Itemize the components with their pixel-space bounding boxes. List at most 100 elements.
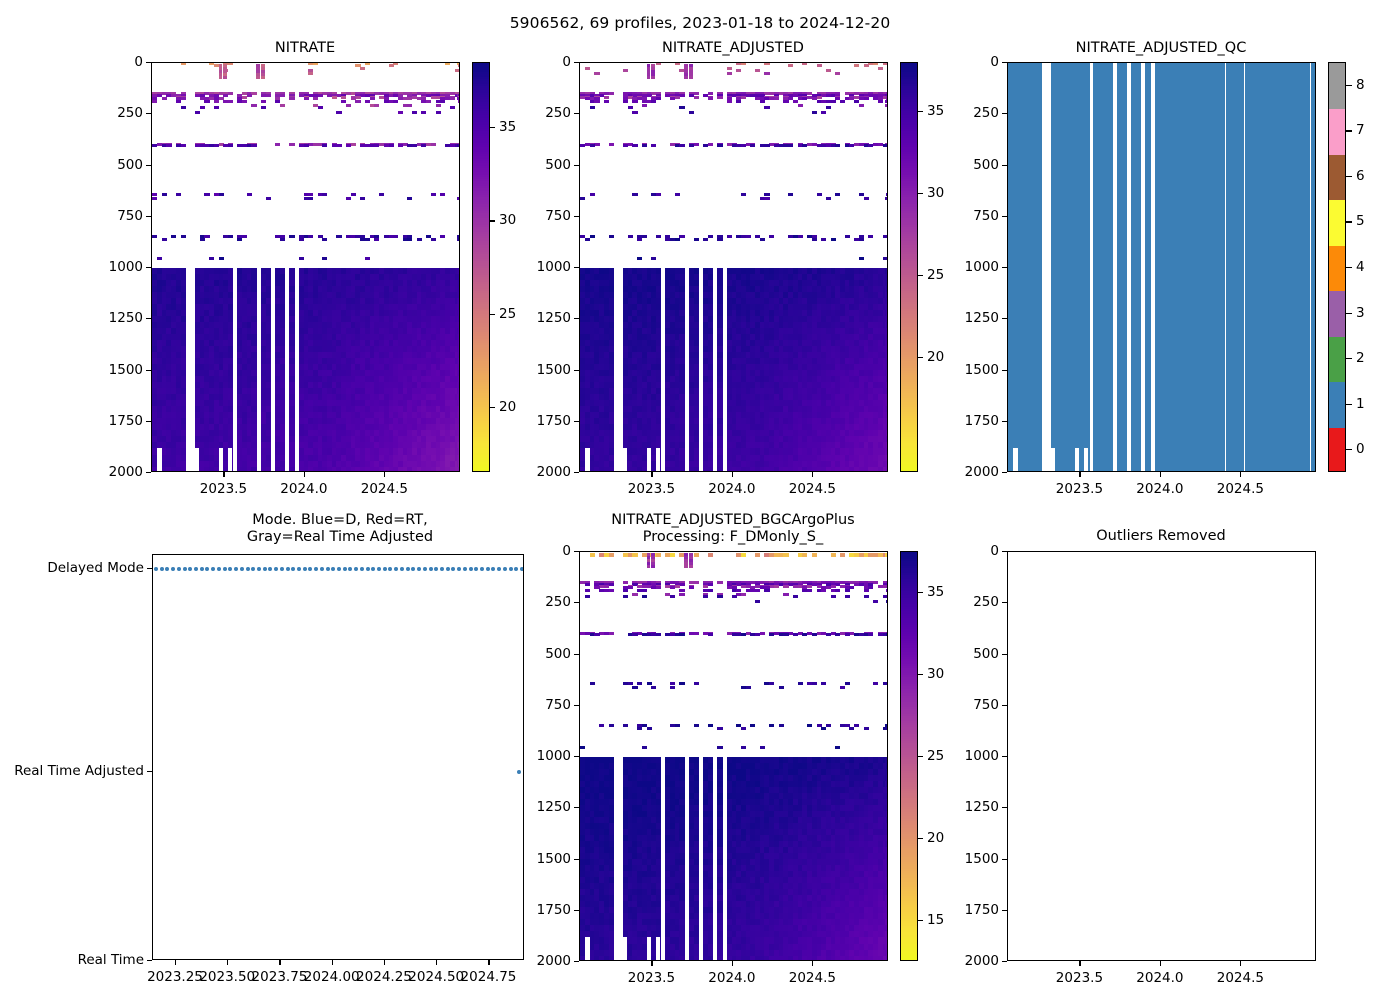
heatmap-cell bbox=[393, 321, 399, 329]
heatmap-cell bbox=[378, 388, 385, 396]
heatmap-cell bbox=[388, 454, 394, 462]
heatmap-cell bbox=[312, 418, 319, 426]
heatmap-cell bbox=[261, 454, 267, 462]
heatmap-cell bbox=[397, 412, 404, 420]
heatmap-cell bbox=[364, 321, 371, 329]
heatmap-cell bbox=[213, 376, 220, 383]
heatmap-cell bbox=[246, 454, 253, 462]
heatmap-cell bbox=[887, 92, 888, 95]
heatmap-cell bbox=[355, 454, 361, 462]
heatmap-cell bbox=[208, 352, 215, 359]
heatmap-cell bbox=[208, 358, 215, 365]
heatmap-cell bbox=[279, 297, 286, 305]
heatmap-cell bbox=[717, 466, 723, 471]
heatmap-cell bbox=[261, 364, 267, 371]
heatmap-cell bbox=[327, 382, 333, 389]
heatmap-cell bbox=[346, 327, 352, 335]
heatmap-cell bbox=[393, 424, 399, 432]
heatmap-cell bbox=[431, 430, 437, 438]
heatmap-cell bbox=[265, 315, 271, 323]
heatmap-cell bbox=[242, 442, 248, 450]
heatmap-cell bbox=[397, 442, 404, 450]
heatmap-cell bbox=[166, 388, 172, 396]
heatmap-cell bbox=[261, 430, 267, 438]
heatmap-cell bbox=[407, 103, 413, 107]
heatmap-cell bbox=[251, 418, 257, 426]
heatmap-cell bbox=[416, 388, 423, 396]
heatmap-cell bbox=[355, 406, 361, 414]
heatmap-cell bbox=[341, 364, 347, 371]
heatmap-cell bbox=[176, 412, 182, 420]
heatmap-cell bbox=[180, 267, 186, 275]
heatmap-cell bbox=[242, 358, 248, 365]
heatmap-cell bbox=[223, 406, 229, 414]
heatmap-cell bbox=[322, 256, 328, 260]
heatmap-cell bbox=[717, 95, 723, 99]
heatmap-cell bbox=[426, 454, 432, 462]
axes-nitrate-adjusted[interactable] bbox=[579, 62, 888, 472]
heatmap-cell bbox=[275, 345, 281, 353]
heatmap-cell bbox=[374, 400, 380, 408]
heatmap-cell bbox=[298, 460, 305, 468]
heatmap-cell bbox=[152, 297, 158, 305]
heatmap-cell bbox=[298, 466, 305, 471]
heatmap-cell bbox=[312, 382, 319, 389]
heatmap-cell bbox=[393, 376, 399, 383]
heatmap-cell bbox=[157, 424, 163, 432]
heatmap-cell bbox=[350, 285, 356, 293]
heatmap-cell bbox=[199, 460, 205, 468]
heatmap-cell bbox=[161, 466, 168, 471]
heatmap-cell bbox=[279, 279, 286, 287]
heatmap-cell bbox=[312, 412, 319, 420]
heatmap-cell bbox=[393, 448, 399, 456]
heatmap-cell bbox=[171, 424, 177, 432]
heatmap-cell bbox=[369, 394, 375, 402]
heatmap-cell bbox=[393, 267, 399, 275]
heatmap-cell bbox=[218, 442, 224, 450]
heatmap-cell bbox=[218, 339, 224, 347]
heatmap-cell bbox=[265, 309, 271, 317]
heatmap-cell bbox=[152, 273, 158, 281]
heatmap-cell bbox=[298, 303, 305, 311]
heatmap-cell bbox=[180, 339, 186, 347]
heatmap-cell bbox=[341, 436, 347, 444]
heatmap-cell bbox=[166, 333, 172, 341]
axes-nitrate[interactable] bbox=[151, 62, 460, 472]
heatmap-cell bbox=[393, 460, 399, 468]
heatmap-cell bbox=[416, 327, 423, 335]
heatmap-cell bbox=[312, 442, 319, 450]
heatmap-cell bbox=[435, 110, 441, 114]
heatmap-cell bbox=[360, 448, 366, 456]
heatmap-cell bbox=[360, 430, 366, 438]
heatmap-cell bbox=[227, 430, 234, 438]
heatmap-cell bbox=[251, 388, 257, 396]
heatmap-cell bbox=[213, 106, 219, 110]
heatmap-cell bbox=[369, 309, 375, 317]
heatmap-cell bbox=[346, 466, 352, 471]
heatmap-cell bbox=[279, 333, 286, 341]
heatmap-cell bbox=[275, 291, 281, 299]
heatmap-cell bbox=[887, 96, 888, 99]
heatmap-cell bbox=[194, 345, 201, 353]
heatmap-cell bbox=[350, 370, 356, 377]
heatmap-cell bbox=[275, 424, 281, 432]
heatmap-cell bbox=[431, 303, 437, 311]
heatmap-cell bbox=[402, 430, 408, 438]
heatmap-cell bbox=[383, 291, 390, 299]
heatmap-cell bbox=[459, 322, 460, 329]
heatmap-cell bbox=[331, 364, 338, 371]
heatmap-cell bbox=[383, 315, 390, 323]
heatmap-cell bbox=[707, 466, 714, 471]
heatmap-cell bbox=[412, 370, 418, 377]
heatmap-cell bbox=[208, 345, 215, 353]
heatmap-cell bbox=[246, 358, 253, 365]
heatmap-cell bbox=[199, 321, 205, 329]
heatmap-cell bbox=[303, 454, 309, 462]
heatmap-cell bbox=[431, 285, 437, 293]
heatmap-cell bbox=[176, 466, 182, 471]
heatmap-cell bbox=[152, 436, 158, 444]
heatmap-cell bbox=[388, 339, 394, 347]
heatmap-cell bbox=[397, 394, 404, 402]
heatmap-cell bbox=[204, 267, 210, 275]
heatmap-cell bbox=[402, 333, 408, 341]
